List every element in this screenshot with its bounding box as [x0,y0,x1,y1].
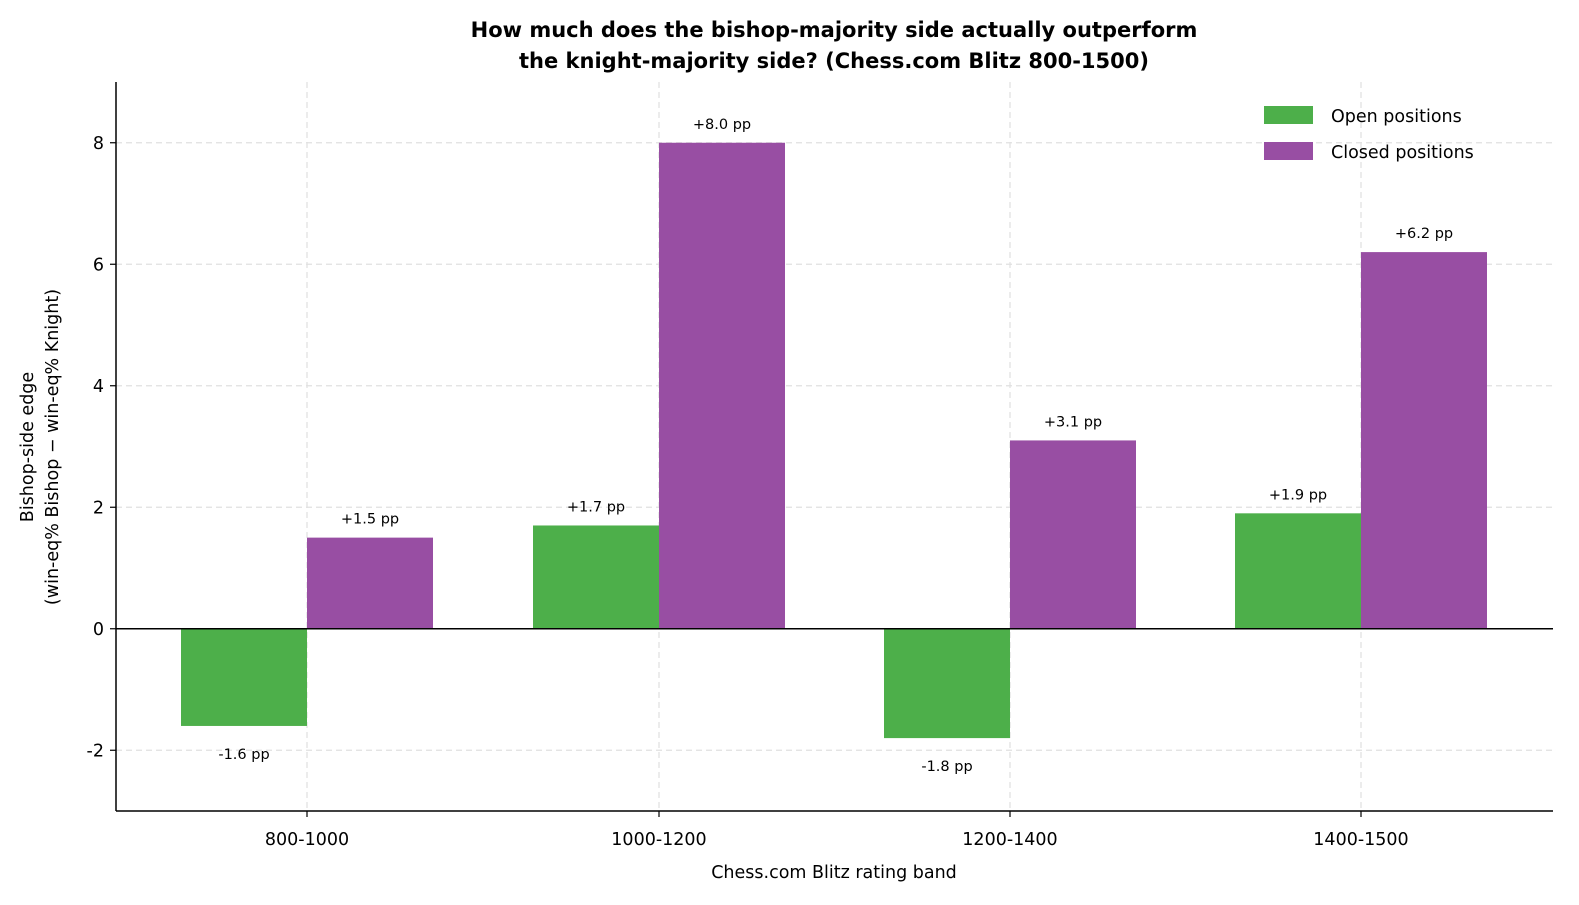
y-tick-label-2: 2 [93,498,104,518]
bar-open-2 [884,628,1010,739]
bar-closed-1 [659,142,785,629]
bar-label-closed-2: +3.1 pp [1044,414,1102,430]
bar-open-3 [1235,513,1361,629]
axes [115,82,1553,812]
y-tick-label-1: 0 [93,620,104,640]
bar-label-closed-0: +1.5 pp [341,512,399,528]
bar-closed-3 [1361,252,1487,629]
bar-closed-2 [1010,440,1136,629]
y-tick-label-3: 4 [93,377,104,397]
bar-label-closed-3: +6.2 pp [1395,226,1453,242]
x-tick-label-1: 1000-1200 [611,830,706,850]
bar-label-open-1: +1.7 pp [567,499,625,515]
x-tick-label-2: 1200-1400 [962,830,1057,850]
legend: Open positions Closed positions [1264,106,1474,163]
y-tick-label-5: 8 [93,134,104,154]
ticks: -2 0 2 4 6 8 800-1000 1000-1200 1200-1400 1400-15… [87,134,1409,850]
y-tick-label-4: 6 [93,255,104,275]
bar-label-open-2: -1.8 pp [921,759,972,775]
bar-label-open-0: -1.6 pp [218,747,269,763]
x-axis-label: Chess.com Blitz rating band [711,863,957,883]
bar-open-1 [533,525,659,629]
bar-open-0 [181,628,307,726]
y-axis-label: Bishop-side edge (win-eq% Bishop − win-e… [18,289,63,605]
chart-title: How much does the bishop-majority side a… [471,18,1198,73]
bar-labels: -1.6 pp +1.7 pp -1.8 pp +1.9 pp +1.5 pp +8.0 … [218,117,1453,775]
x-tick-label-3: 1400-1500 [1313,830,1408,850]
bar-label-closed-1: +8.0 pp [693,117,751,133]
chart-title-line-2: the knight-majority side? (Chess.com Bli… [519,49,1149,73]
legend-label-closed: Closed positions [1331,143,1474,163]
x-tick-label-0: 800-1000 [265,830,349,850]
legend-label-open: Open positions [1331,107,1462,127]
legend-swatch-closed [1264,142,1313,160]
y-axis-label-line-1: Bishop-side edge [18,372,38,522]
grid-lines [116,82,1553,811]
chart-title-line-1: How much does the bishop-majority side a… [471,18,1198,42]
legend-swatch-open [1264,106,1313,124]
bars [181,142,1487,739]
bar-closed-0 [307,537,433,629]
y-axis-label-line-2: (win-eq% Bishop − win-eq% Knight) [43,289,63,605]
y-tick-label-0: -2 [87,741,104,761]
bar-label-open-3: +1.9 pp [1269,487,1327,503]
